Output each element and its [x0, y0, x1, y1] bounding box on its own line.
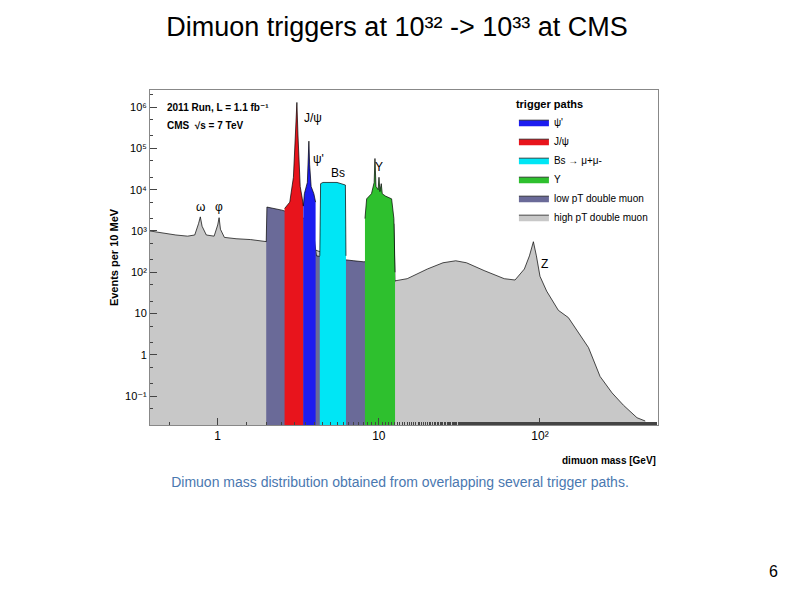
svg-text:10⁻¹: 10⁻¹	[125, 390, 147, 402]
svg-text:10: 10	[372, 429, 386, 443]
svg-text:2011 Run, L = 1.1 fb⁻¹: 2011 Run, L = 1.1 fb⁻¹	[167, 102, 269, 113]
svg-text:J/ψ: J/ψ	[304, 111, 322, 125]
svg-text:ψ': ψ'	[554, 117, 563, 128]
svg-text:1: 1	[141, 349, 147, 361]
svg-text:10²: 10²	[531, 429, 548, 443]
svg-text:Events per 10 MeV: Events per 10 MeV	[108, 208, 120, 306]
svg-text:10⁵: 10⁵	[130, 142, 147, 154]
html-text:Dimuon triggers at 10³² -> 10³: Dimuon triggers at 10³² -> 10³³ at CMS	[166, 12, 628, 42]
svg-text:Bs → μ+μ-: Bs → μ+μ-	[554, 155, 602, 166]
svg-text:1: 1	[214, 429, 221, 443]
svg-text:Z: Z	[541, 257, 548, 271]
svg-text:high pT double muon: high pT double muon	[554, 212, 648, 223]
svg-text:ω: ω	[196, 200, 205, 214]
svg-text:dimuon mass [GeV]: dimuon mass [GeV]	[562, 455, 656, 466]
svg-text:J/ψ: J/ψ	[554, 136, 569, 147]
html-text:6: 6	[769, 563, 778, 580]
svg-text:10³: 10³	[131, 225, 147, 237]
svg-text:ψ': ψ'	[313, 152, 324, 166]
svg-text:CMS √s = 7 TeV: CMS √s = 7 TeV	[167, 120, 243, 131]
svg-text:Υ: Υ	[554, 174, 561, 185]
svg-text:10²: 10²	[131, 266, 147, 278]
svg-text:low pT double muon: low pT double muon	[554, 193, 644, 204]
html-text:Dimuon mass distribution obtai: Dimuon mass distribution obtained from o…	[171, 474, 629, 490]
svg-text:Υ: Υ	[375, 160, 383, 174]
svg-text:φ: φ	[215, 200, 223, 214]
svg-text:10⁶: 10⁶	[130, 101, 147, 113]
svg-text:trigger paths: trigger paths	[516, 98, 583, 110]
svg-text:Bs: Bs	[331, 166, 345, 180]
svg-text:10: 10	[135, 307, 147, 319]
svg-text:10⁴: 10⁴	[130, 184, 147, 196]
